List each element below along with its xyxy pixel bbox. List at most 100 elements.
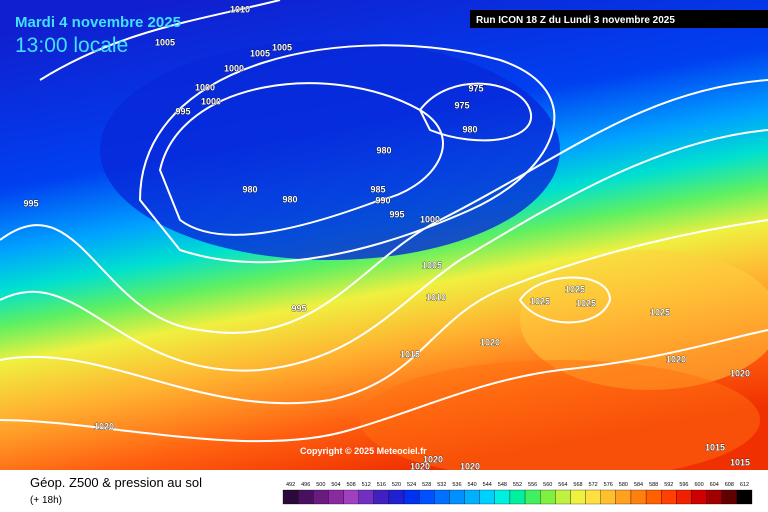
isobar-label: 995	[291, 303, 306, 313]
colorbar-swatch	[555, 489, 571, 505]
colorbar-swatch	[661, 489, 677, 505]
run-info: Run ICON 18 Z du Lundi 3 novembre 2025	[476, 15, 675, 26]
colorbar-label: 556	[528, 482, 537, 488]
colorbar-swatch	[540, 489, 556, 505]
isobar-label: 1010	[230, 4, 250, 14]
colorbar-label: 576	[604, 482, 613, 488]
colorbar-swatch	[464, 489, 480, 505]
colorbar-label: 540	[468, 482, 477, 488]
low-pressure-area	[100, 40, 560, 260]
isobar-label: 1020	[730, 368, 750, 378]
run-box	[470, 10, 768, 28]
colorbar-label: 532	[437, 482, 446, 488]
colorbar-swatch	[328, 489, 344, 505]
colorbar-label: 548	[498, 482, 507, 488]
colorbar-swatch	[524, 489, 541, 505]
colorbar-swatch	[494, 489, 511, 505]
colorbar-label: 520	[392, 482, 401, 488]
colorbar-swatch	[297, 489, 314, 505]
colorbar-label: 508	[346, 482, 355, 488]
isobar-label: 1010	[426, 292, 446, 302]
colorbar-swatch	[645, 489, 662, 505]
isobar-label: 975	[454, 100, 469, 110]
colorbar-label: 596	[679, 482, 688, 488]
colorbar-label: 504	[331, 482, 340, 488]
isobars	[0, 0, 768, 441]
isobar-label: 1005	[155, 37, 175, 47]
colorbar-swatch	[419, 489, 435, 505]
colorbar-label: 536	[452, 482, 461, 488]
isobar-label: 1005	[422, 260, 442, 270]
colorbar-label: 600	[694, 482, 703, 488]
isobar-label: 1000	[420, 214, 440, 224]
isobar-label: 980	[242, 184, 257, 194]
colorbar-swatch	[600, 489, 616, 505]
isobar-label: 995	[23, 198, 38, 208]
colorbar-swatch	[358, 489, 374, 505]
colorbar-swatch	[313, 489, 329, 505]
legend-title: Géop. Z500 & pression au sol	[30, 475, 202, 490]
colorbar-swatch	[721, 489, 738, 505]
forecast-date: Mardi 4 novembre 2025	[15, 14, 181, 31]
isobar-label: 995	[175, 106, 190, 116]
colorbar-swatch	[585, 489, 601, 505]
colorbar-label: 608	[725, 482, 734, 488]
colorbar-label: 496	[301, 482, 310, 488]
isobar-label: 1005	[250, 48, 270, 58]
colorbar-swatch	[434, 489, 450, 505]
isobar-label: 980	[376, 145, 391, 155]
colorbar-swatch	[403, 489, 420, 505]
colorbar-swatch	[282, 489, 299, 505]
colorbar-label: 604	[710, 482, 719, 488]
colorbar-swatch	[706, 489, 722, 505]
colorbar-label: 592	[664, 482, 673, 488]
colorbar-label: 564	[558, 482, 567, 488]
colorbar-swatch	[479, 489, 495, 505]
high-area	[520, 250, 768, 390]
isobar-label: 1000	[201, 96, 221, 106]
colorbar-label: 552	[513, 482, 522, 488]
isobar-label: 990	[375, 195, 390, 205]
isobar-label: 995	[389, 209, 404, 219]
local-time: 13:00 locale	[15, 34, 128, 57]
isobar-label: 1020	[423, 454, 443, 464]
isobar-label: 1025	[650, 307, 670, 317]
isobar-label: 1020	[460, 461, 480, 471]
colorbar-swatch	[388, 489, 405, 505]
colorbar-label: 492	[286, 482, 295, 488]
colorbar-label: 500	[316, 482, 325, 488]
isobar-labels: 1010100510051005100010001000995975975980…	[23, 4, 750, 472]
colorbar-label: 516	[377, 482, 386, 488]
isobar-label: 985	[370, 184, 385, 194]
colorbar-label: 512	[362, 482, 371, 488]
isobar-label: 1015	[730, 457, 750, 467]
isobar-label: 1020	[666, 354, 686, 364]
colorbar-label: 560	[543, 482, 552, 488]
isobar-label: 980	[462, 124, 477, 134]
isobar-label: 1020	[410, 461, 430, 471]
colorbar-swatch	[676, 489, 692, 505]
colorbar-label: 584	[634, 482, 643, 488]
colorbar-label: 612	[740, 482, 749, 488]
colorbar-label: 572	[589, 482, 598, 488]
colorbar-label: 568	[573, 482, 582, 488]
lead-time: (+ 18h)	[30, 495, 62, 506]
colorbar-label: 588	[649, 482, 658, 488]
isobar-label: 1005	[272, 42, 292, 52]
isobar-label: 980	[282, 194, 297, 204]
colorbar-label: 528	[422, 482, 431, 488]
colorbar: 492 496 500 504 508 512 516 520 524 528 532 536 540 5…	[282, 482, 753, 505]
isobar-label: 1000	[224, 63, 244, 73]
colorbar-swatch	[630, 489, 647, 505]
colorbar-label: 524	[407, 482, 416, 488]
colorbar-label: 544	[483, 482, 492, 488]
isobar-label: 975	[468, 83, 483, 93]
colorbar-swatch	[570, 489, 586, 505]
isobar-label: 1015	[400, 349, 420, 359]
warm-area	[360, 360, 760, 480]
colorbar-swatch	[449, 489, 465, 505]
isobar-label: 1000	[195, 82, 215, 92]
colorbar-swatch	[373, 489, 390, 505]
isobar-label: 1025	[565, 284, 585, 294]
